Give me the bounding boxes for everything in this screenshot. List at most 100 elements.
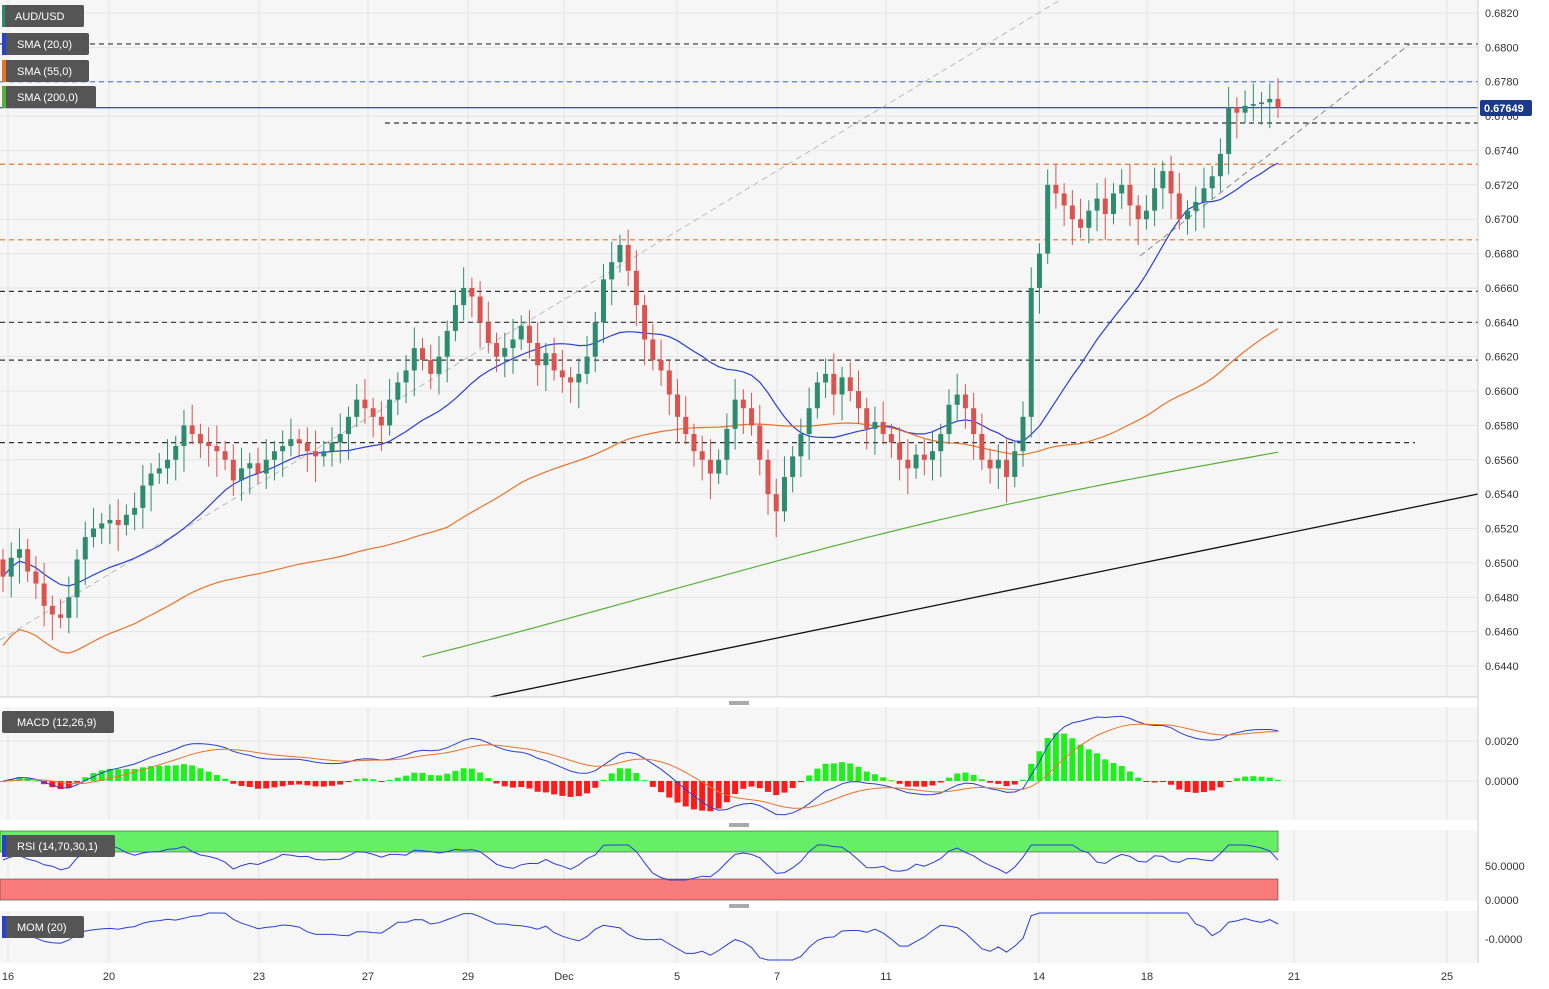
macd-legend[interactable]: MACD (12,26,9): [2, 711, 114, 733]
candle-body: [206, 442, 212, 447]
macd-pane-bg: [0, 707, 1478, 820]
macd-histogram-bar: [641, 780, 648, 782]
sma20-line: [2, 162, 1279, 587]
mom-pane: -0.0000: [2, 912, 1522, 961]
candle-body: [1143, 210, 1149, 220]
candle-body: [1152, 188, 1158, 211]
macd-histogram-bar: [674, 781, 681, 803]
macd-histogram-bar: [526, 781, 533, 789]
macd-histogram-bar: [74, 781, 81, 783]
candle-body: [354, 399, 360, 417]
macd-histogram-bar: [822, 763, 829, 781]
macd-histogram-bar: [1036, 751, 1043, 781]
candle-body: [1259, 102, 1265, 105]
macd-histogram-bar: [945, 777, 952, 781]
candle-body: [329, 442, 335, 452]
macd-histogram-bar: [616, 768, 623, 781]
candle-body: [798, 434, 804, 457]
candle-body: [420, 348, 426, 361]
candle-body: [132, 507, 138, 515]
macd-histogram-bar: [649, 781, 656, 787]
symbol-legend[interactable]: AUD/USD: [2, 5, 84, 27]
candle-body: [987, 459, 993, 469]
macd-histogram-bar: [65, 781, 72, 788]
macd-histogram-bar: [82, 777, 89, 781]
candle-body: [600, 279, 606, 323]
candle-body: [66, 597, 72, 618]
macd-histogram-bar: [156, 765, 163, 781]
candle-body: [633, 270, 639, 306]
candle-body: [1028, 287, 1034, 417]
candle-body: [872, 421, 878, 429]
macd-histogram-bar: [699, 781, 706, 811]
macd-histogram-bar: [723, 781, 730, 803]
x-tick-label: 21: [1288, 971, 1300, 983]
macd-histogram-bar: [1020, 779, 1026, 781]
y-tick-label: 0.6800: [1485, 42, 1519, 54]
candle-body: [716, 459, 722, 474]
candle-body: [938, 434, 944, 452]
candle-body: [41, 583, 47, 606]
candle-body: [173, 446, 179, 460]
pane-resize-handle[interactable]: [729, 701, 749, 705]
candle-body: [247, 463, 253, 469]
y-tick-label: 0.6560: [1485, 455, 1519, 467]
rsi-legend[interactable]: RSI (14,70,30,1): [2, 835, 115, 857]
macd-histogram-bar: [863, 771, 870, 781]
candle-body: [913, 454, 919, 469]
sma200-legend[interactable]: SMA (200,0): [2, 86, 96, 108]
macd-histogram-bar: [468, 768, 475, 781]
candle-body: [1267, 98, 1273, 103]
macd-histogram-bar: [1217, 781, 1224, 788]
macd-histogram-bar: [937, 781, 944, 783]
x-tick-label: 23: [253, 971, 265, 983]
mom-legend[interactable]: MOM (20): [2, 916, 84, 938]
price-axis[interactable]: 0.6440 0.6460 0.6480 0.6500 0.6520 0.6540 0.65…: [0, 0, 1519, 963]
x-tick-label: 5: [674, 971, 680, 983]
horizontal-levels: [0, 43, 1478, 444]
candle-body: [74, 559, 80, 598]
macd-histogram-bar: [329, 781, 336, 786]
candle-body: [345, 416, 351, 435]
mom-line: [2, 912, 1279, 961]
candle-body: [255, 463, 261, 474]
candle-body: [979, 434, 985, 460]
macd-histogram-bar: [115, 769, 122, 781]
candle-body: [1217, 153, 1223, 177]
candle-body: [855, 391, 861, 409]
candle-body: [823, 373, 829, 383]
macd-histogram-bar: [419, 772, 426, 781]
candle-body: [535, 342, 541, 366]
macd-histogram-bar: [551, 781, 558, 795]
macd-histogram-bar: [1143, 781, 1150, 782]
candle-body: [625, 244, 631, 271]
candle-body: [1061, 193, 1067, 206]
macd-histogram-bar: [921, 781, 928, 787]
candle-body: [1193, 202, 1199, 211]
sma55-legend[interactable]: SMA (55,0): [2, 60, 89, 82]
candle-body: [313, 451, 319, 457]
sma55-label: SMA (55,0): [17, 66, 72, 78]
candle-body: [699, 451, 705, 460]
macd-histogram-bar: [444, 773, 451, 781]
candle-body: [691, 434, 697, 452]
candle-body: [1053, 184, 1059, 194]
pane-resize-handle[interactable]: [729, 823, 749, 827]
sma20-legend[interactable]: SMA (20,0): [2, 33, 89, 55]
time-axis[interactable]: 16 20 23 27 29 Dec 5 7 11 14 18 21 25: [2, 971, 1453, 983]
macd-pane: 0.0020 0.0000: [0, 715, 1519, 816]
macd-histogram-bar: [213, 774, 220, 781]
y-tick-label: 0.6720: [1485, 180, 1519, 192]
rsi-y-tick-label: 50.0000: [1485, 861, 1525, 873]
pane-resize-handle[interactable]: [729, 904, 749, 908]
macd-histogram-bar: [238, 781, 245, 786]
candle-body: [428, 360, 434, 374]
candle-body: [642, 305, 648, 340]
candle-body: [461, 287, 467, 306]
macd-histogram-bar: [353, 779, 360, 781]
candle-body: [864, 408, 870, 429]
current-price-label: 0.67649: [1484, 103, 1524, 115]
macd-histogram-bar: [1159, 781, 1166, 783]
moving-averages: [2, 162, 1279, 658]
